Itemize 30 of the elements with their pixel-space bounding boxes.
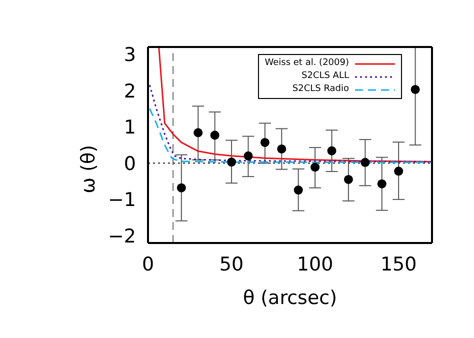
point: [277, 144, 286, 154]
point: [294, 186, 303, 195]
point: [210, 130, 220, 140]
y-tick-label: −2: [108, 225, 136, 248]
point: [410, 84, 420, 94]
point: [176, 183, 186, 192]
x-tick-label: 0: [142, 253, 154, 276]
y-axis-title: ω (θ): [78, 145, 100, 194]
y-tick-label: 3: [124, 44, 136, 66]
legend-label: S2CLS Radio: [292, 83, 349, 96]
point: [227, 158, 236, 167]
legend-label: Weiss et al. (2009): [264, 57, 349, 70]
point: [260, 138, 270, 147]
point: [344, 174, 353, 184]
x-axis-title: θ (arcsec): [242, 287, 338, 309]
point: [310, 162, 320, 172]
legend-label: S2CLS ALL: [302, 70, 349, 83]
x-tick-label: 50: [219, 253, 244, 276]
point: [327, 146, 336, 156]
point: [360, 158, 370, 167]
point: [244, 151, 253, 160]
y-tick-label: 0: [124, 152, 136, 175]
x-tick-label: 100: [296, 253, 334, 276]
x-tick-label: 150: [380, 253, 417, 276]
point: [394, 166, 404, 176]
y-tick-label: 1: [124, 116, 136, 139]
y-tick-label: −1: [108, 189, 136, 212]
point: [194, 128, 203, 138]
y-tick-label: 2: [124, 80, 136, 102]
point: [377, 179, 386, 188]
